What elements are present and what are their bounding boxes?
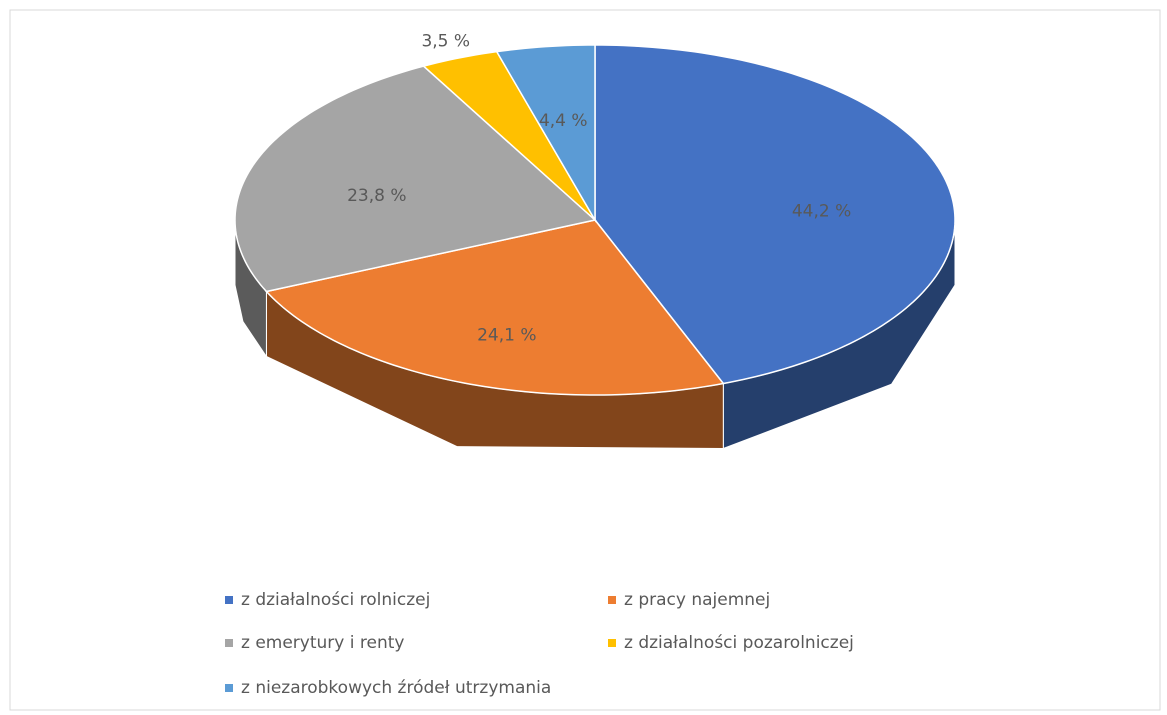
legend-marker [608, 596, 616, 604]
slice [264, 219, 725, 396]
legend-label: z niezarobkowych źródeł utrzymania [241, 678, 551, 698]
legend-marker [608, 639, 616, 647]
data-label: 4,4 % [539, 111, 588, 131]
slice [495, 44, 596, 223]
data-label: 44,2 % [792, 202, 851, 222]
legend-marker [225, 639, 233, 647]
legend-label: z działalności rolniczej [241, 590, 430, 610]
slice [594, 44, 956, 385]
data-label: 24,1 % [477, 325, 536, 345]
data-label: 3,5 % [421, 32, 470, 52]
slice [422, 50, 596, 221]
data-label: 23,8 % [347, 186, 406, 206]
legend-label: z działalności pozarolniczej [624, 633, 854, 653]
legend-marker [225, 596, 233, 604]
slice [234, 65, 597, 293]
legend-label: z pracy najemnej [624, 590, 770, 610]
legend-marker [225, 684, 233, 692]
legend-label: z emerytury i renty [241, 633, 404, 653]
